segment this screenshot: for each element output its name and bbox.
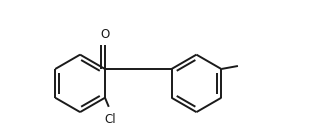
Text: O: O	[100, 28, 110, 41]
Text: Cl: Cl	[104, 113, 116, 126]
